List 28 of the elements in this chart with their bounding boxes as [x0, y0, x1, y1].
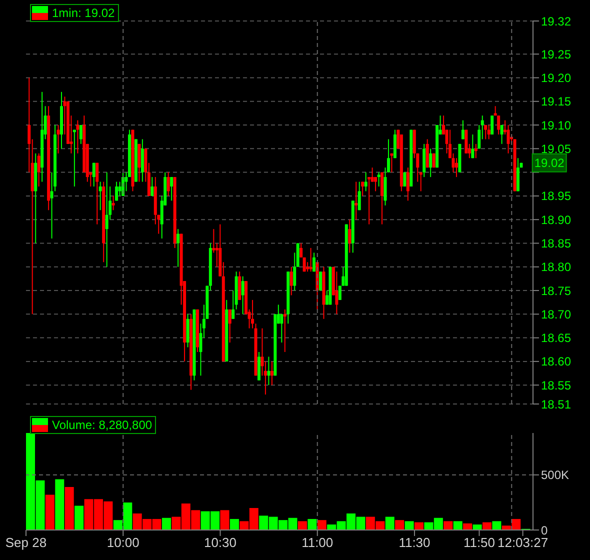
x-tick-label: Sep 28: [5, 535, 47, 550]
y-tick-label: 19.25: [541, 47, 572, 62]
chart-title: 1min: 19.02: [52, 6, 115, 20]
x-tick-label: 11:50: [463, 535, 496, 550]
y-tick-label: 18.60: [541, 354, 572, 369]
y-tick-label: 18.55: [541, 378, 572, 392]
y-tick-label: 18.85: [541, 236, 572, 250]
y-tick-label: 19.15: [541, 94, 572, 109]
x-tick-label: 11:30: [398, 535, 430, 550]
x-tick-label: 11:00: [302, 535, 334, 550]
y-tick-label: 18.90: [541, 212, 572, 227]
y-tick-label: 18.70: [541, 307, 572, 322]
y-tick-label: 19.05: [541, 142, 572, 156]
annotation: 19.02: [534, 156, 565, 170]
y-tick-label: 19.10: [541, 118, 572, 132]
x-tick-label: 10:00: [106, 535, 140, 550]
y-tick-label: 19.32: [541, 14, 572, 28]
x-tick-label: 12:03:27: [497, 535, 548, 550]
y-tick-label: 500K: [541, 468, 570, 482]
y-tick-label: 18.51: [541, 397, 572, 412]
y-tick-label: 19.20: [541, 71, 572, 85]
y-tick-label: 18.95: [541, 189, 572, 204]
y-tick-label: 18.65: [541, 331, 572, 346]
y-tick-label: 0: [541, 523, 548, 538]
y-tick-label: 18.80: [541, 260, 572, 274]
x-tick-label: 10:30: [204, 535, 237, 550]
chart-title: Volume: 8,280,800: [52, 418, 152, 432]
y-tick-label: 18.75: [541, 284, 572, 298]
